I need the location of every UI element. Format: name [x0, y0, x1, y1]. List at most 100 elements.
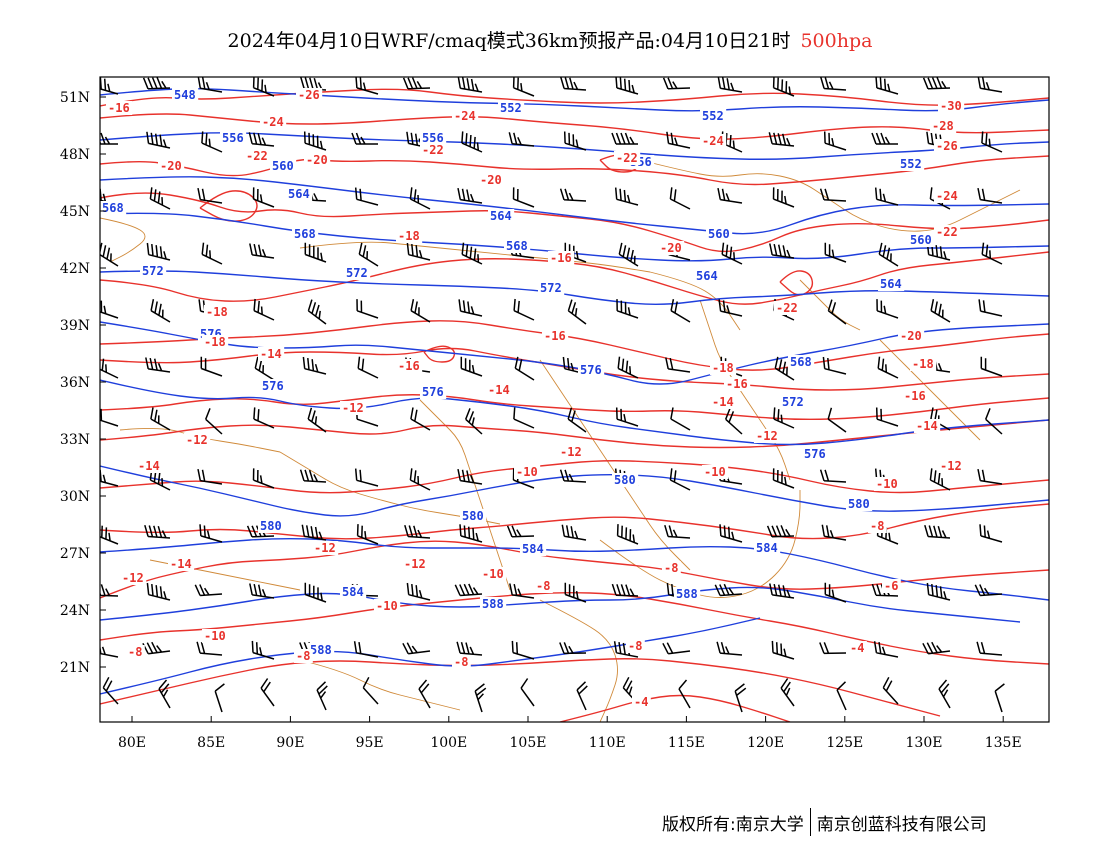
- wind-barb: [824, 582, 847, 603]
- contour-label-bg: [542, 329, 569, 343]
- height-contour: [100, 87, 1049, 112]
- contour-label: 556: [222, 131, 244, 145]
- temperature-contour: [100, 503, 1049, 540]
- contour-label: -14: [138, 459, 160, 473]
- contour-label: -10: [482, 567, 504, 581]
- wind-barb: [100, 469, 119, 487]
- contour-label-bg: [908, 233, 935, 247]
- contour-label-bg: [514, 465, 541, 479]
- wind-barb: [564, 582, 587, 603]
- lon-label: 115E: [668, 735, 705, 751]
- contour-label-bg: [258, 519, 285, 533]
- wind-barb: [410, 407, 431, 431]
- wind-barb: [926, 242, 951, 261]
- wind-barb: [669, 187, 691, 210]
- contour-label-bg: [898, 157, 925, 171]
- lat-label: 51N: [60, 90, 90, 106]
- contour-label-bg: [184, 433, 211, 447]
- contour-label: -18: [206, 305, 228, 319]
- contour-label: -8: [296, 649, 310, 663]
- wind-barb: [100, 132, 118, 145]
- contour-label-bg: [168, 557, 195, 571]
- contour-label: -10: [516, 465, 538, 479]
- wind-barb: [307, 407, 327, 433]
- contour-label-bg: [312, 541, 339, 555]
- lat-label: 30N: [60, 489, 90, 505]
- wind-barb: [875, 77, 899, 95]
- temperature-contour: [100, 113, 1049, 140]
- height-contour: [100, 176, 1049, 235]
- contour-label-bg: [486, 383, 513, 397]
- lat-label: 21N: [60, 660, 90, 676]
- wind-barb: [299, 469, 327, 483]
- contour-label: 576: [422, 385, 444, 399]
- wind-barb: [146, 242, 171, 261]
- lon-label: 80E: [118, 735, 146, 751]
- boundary-line: [299, 241, 651, 273]
- lon-label: 130E: [906, 735, 943, 751]
- contour-label: -22: [936, 225, 958, 239]
- wind-barb: [465, 408, 483, 435]
- contour-label: 552: [500, 101, 522, 115]
- temperature-contour: [100, 540, 1049, 599]
- contour-label: 580: [614, 473, 636, 487]
- contour-label: -8: [870, 519, 884, 533]
- contour-label-bg: [614, 151, 641, 165]
- contour-label: 572: [142, 264, 164, 278]
- lat-label: 36N: [60, 375, 90, 391]
- wind-barb: [977, 77, 1003, 93]
- contour-label-bg: [120, 571, 147, 585]
- wind-barb: [353, 641, 379, 658]
- contour-label-bg: [914, 419, 941, 433]
- contour-label: 584: [522, 542, 544, 556]
- wind-barb: [454, 583, 483, 597]
- wind-barb: [149, 468, 171, 491]
- lat-label: 27N: [60, 546, 90, 562]
- wind-barbs: [100, 77, 1005, 713]
- contour-label-bg: [106, 101, 133, 115]
- wind-barb: [253, 298, 275, 321]
- wind-barb: [771, 640, 795, 660]
- contour-label-bg: [396, 229, 423, 243]
- contour-label: -20: [160, 159, 182, 173]
- wind-barb: [875, 407, 899, 427]
- contour-label: -10: [204, 629, 226, 643]
- temperature-contour: [100, 347, 1049, 391]
- wind-barb: [876, 299, 899, 319]
- contour-label: -12: [404, 557, 426, 571]
- contour-label-bg: [374, 599, 401, 613]
- wind-barb: [100, 643, 119, 658]
- wind-barb: [873, 641, 899, 658]
- contour-label: 584: [756, 541, 778, 555]
- contour-label: 568: [506, 239, 528, 253]
- wind-barb: [144, 524, 171, 539]
- contour-label: 576: [804, 447, 826, 461]
- contour-label: 568: [294, 227, 316, 241]
- contour-label-bg: [260, 115, 287, 129]
- contour-label: -18: [204, 335, 226, 349]
- contour-label-bg: [694, 269, 721, 283]
- lon-label: 125E: [826, 735, 863, 751]
- wind-barb: [406, 242, 431, 261]
- wind-barb: [930, 299, 951, 323]
- contour-label-bg: [452, 109, 479, 123]
- contour-label-bg: [478, 173, 505, 187]
- wind-barb: [926, 582, 951, 601]
- contour-label: -16: [550, 251, 572, 265]
- wind-barb: [977, 468, 1003, 485]
- temperature-contour: [559, 694, 791, 722]
- contour-label-bg: [260, 379, 287, 393]
- wind-barb: [102, 676, 119, 705]
- wind-barb: [665, 357, 691, 373]
- contour-label-bg: [788, 355, 815, 369]
- contour-label: -22: [422, 143, 444, 157]
- wind-barb: [150, 299, 171, 323]
- wind-barb: [251, 640, 275, 660]
- contour-label-bg: [126, 645, 145, 659]
- wind-barb: [410, 299, 431, 323]
- wind-barb: [252, 187, 275, 208]
- wind-barb: [719, 524, 743, 543]
- contour-label: 560: [910, 233, 932, 247]
- wind-barb: [351, 132, 378, 145]
